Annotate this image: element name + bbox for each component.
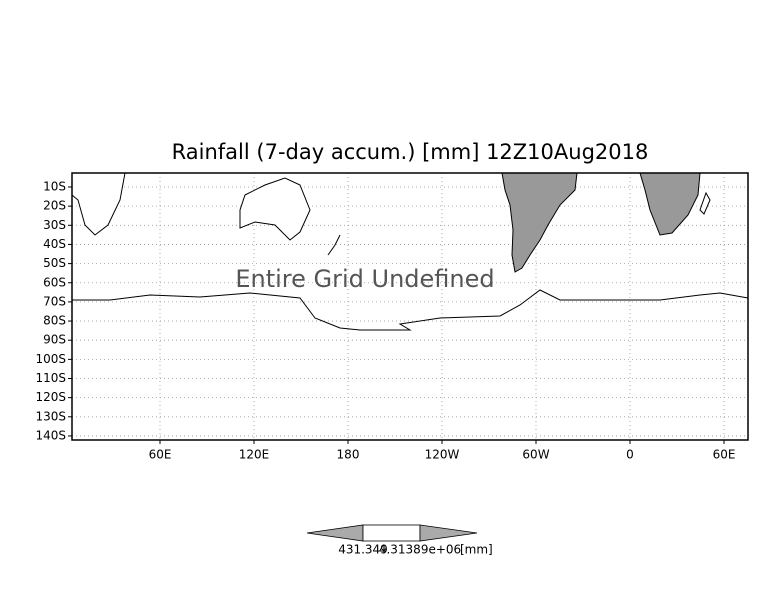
lat-label: 120S xyxy=(35,390,66,404)
lon-label: 120E xyxy=(239,448,270,462)
south-america xyxy=(501,172,578,273)
lat-label: 10S xyxy=(43,180,66,194)
colorbar-right-arrow xyxy=(419,524,478,542)
lat-label: 110S xyxy=(35,371,66,385)
africa-west xyxy=(71,172,126,236)
lat-label: 80S xyxy=(43,314,66,328)
colorbar xyxy=(306,524,478,542)
antarctica-coast xyxy=(72,289,749,331)
lon-label: 60E xyxy=(149,448,172,462)
lat-label: 100S xyxy=(35,352,66,366)
lat-label: 20S xyxy=(43,199,66,213)
lat-label: 130S xyxy=(35,409,66,423)
lat-label: 40S xyxy=(43,237,66,251)
title: Rainfall (7-day accum.) [mm] 12Z10Aug201… xyxy=(172,140,649,164)
land xyxy=(71,172,749,331)
australia xyxy=(239,177,311,241)
new-zealand xyxy=(327,234,341,256)
africa xyxy=(639,172,701,236)
lat-label: 140S xyxy=(35,428,66,442)
annotation: Entire Grid Undefined xyxy=(235,265,494,293)
lon-label: 60W xyxy=(522,448,549,462)
plot-frame xyxy=(71,172,749,441)
colorbar-label: 4.31389e+06 xyxy=(379,543,461,557)
madagascar xyxy=(699,191,711,215)
lat-label: 90S xyxy=(43,333,66,347)
colorbar-label: 431.349 xyxy=(338,543,388,557)
lon-label: 60E xyxy=(713,448,736,462)
lon-label: 0 xyxy=(626,448,634,462)
lat-label: 70S xyxy=(43,294,66,308)
lat-label: 30S xyxy=(43,218,66,232)
lon-label: 120W xyxy=(425,448,460,462)
lon-label: 180 xyxy=(337,448,360,462)
lat-label: 60S xyxy=(43,275,66,289)
colorbar-unit: [mm] xyxy=(460,543,493,557)
lat-label: 50S xyxy=(43,256,66,270)
colorbar-box xyxy=(362,524,421,542)
